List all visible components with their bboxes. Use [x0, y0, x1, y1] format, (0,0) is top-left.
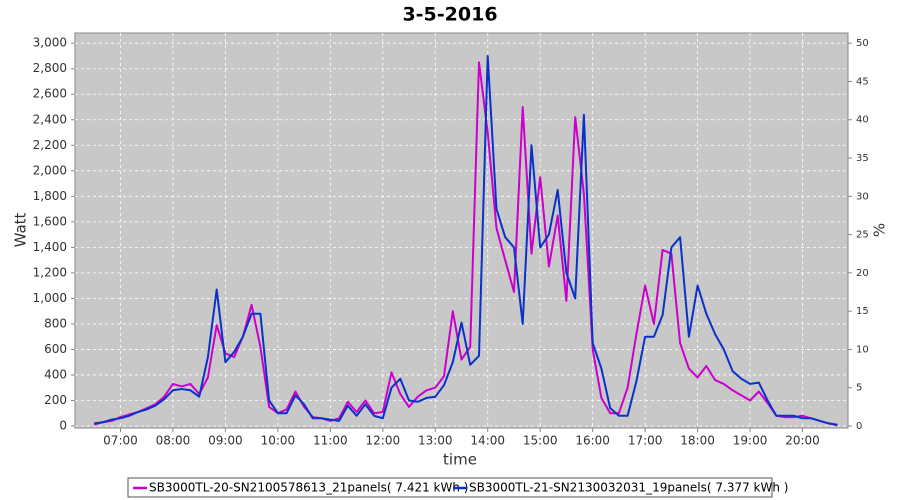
y-tick-label: 1,600 [33, 214, 67, 228]
y-tick-label: 1,000 [33, 291, 67, 305]
legend-label: SB3000TL-21-SN2130032031_19panels( 7.377… [469, 481, 788, 495]
legend-label: SB3000TL-20-SN2100578613_21panels( 7.421… [149, 481, 468, 495]
x-tick-label: 17:00 [628, 434, 663, 448]
x-tick-label: 16:00 [575, 434, 610, 448]
y-tick-label: 800 [44, 316, 67, 330]
x-tick-label: 07:00 [103, 434, 138, 448]
x-tick-label: 15:00 [523, 434, 558, 448]
legend [127, 477, 773, 498]
y2-tick-label: 5 [856, 383, 862, 394]
x-tick-label: 19:00 [733, 434, 768, 448]
y-axis-title: Watt [12, 212, 30, 247]
y-tick-label: 2,600 [33, 87, 67, 101]
y2-tick-label: 25 [856, 230, 869, 241]
x-tick-label: 14:00 [470, 434, 505, 448]
x-tick-label: 18:00 [680, 434, 715, 448]
y-tick-label: 400 [44, 367, 67, 381]
y2-tick-label: 35 [856, 153, 869, 164]
y2-tick-label: 20 [856, 268, 869, 279]
x-tick-label: 13:00 [418, 434, 453, 448]
y-tick-label: 600 [44, 342, 67, 356]
chart-title: 3-5-2016 [402, 4, 497, 26]
y2-tick-label: 10 [856, 344, 869, 355]
x-tick-label: 12:00 [366, 434, 401, 448]
y-tick-label: 2,200 [33, 138, 67, 152]
x-axis-title: time [443, 451, 477, 469]
y-tick-label: 1,400 [33, 240, 67, 254]
y2-tick-label: 30 [856, 191, 869, 202]
x-tick-label: 09:00 [208, 434, 243, 448]
plot-area [74, 32, 849, 429]
y-tick-label: 1,800 [33, 189, 67, 203]
x-tick-label: 20:00 [785, 434, 820, 448]
y2-tick-label: 15 [856, 306, 869, 317]
y2-tick-label: 0 [856, 421, 862, 432]
y-tick-label: 3,000 [33, 36, 67, 50]
x-tick-label: 10:00 [261, 434, 296, 448]
y2-axis-title: % [871, 223, 889, 237]
y-tick-label: 200 [44, 393, 67, 407]
y-tick-label: 0 [59, 419, 67, 433]
x-tick-label: 08:00 [156, 434, 191, 448]
y2-tick-label: 40 [856, 115, 869, 126]
y2-tick-label: 45 [856, 76, 869, 87]
series-line [93, 61, 838, 427]
y-tick-label: 2,000 [33, 163, 67, 177]
y-tick-label: 1,200 [33, 265, 67, 279]
series-line [94, 55, 838, 426]
y-tick-label: 2,800 [33, 61, 67, 75]
y2-tick-label: 50 [856, 38, 869, 49]
x-tick-label: 11:00 [313, 434, 348, 448]
y-tick-label: 2,400 [33, 112, 67, 126]
